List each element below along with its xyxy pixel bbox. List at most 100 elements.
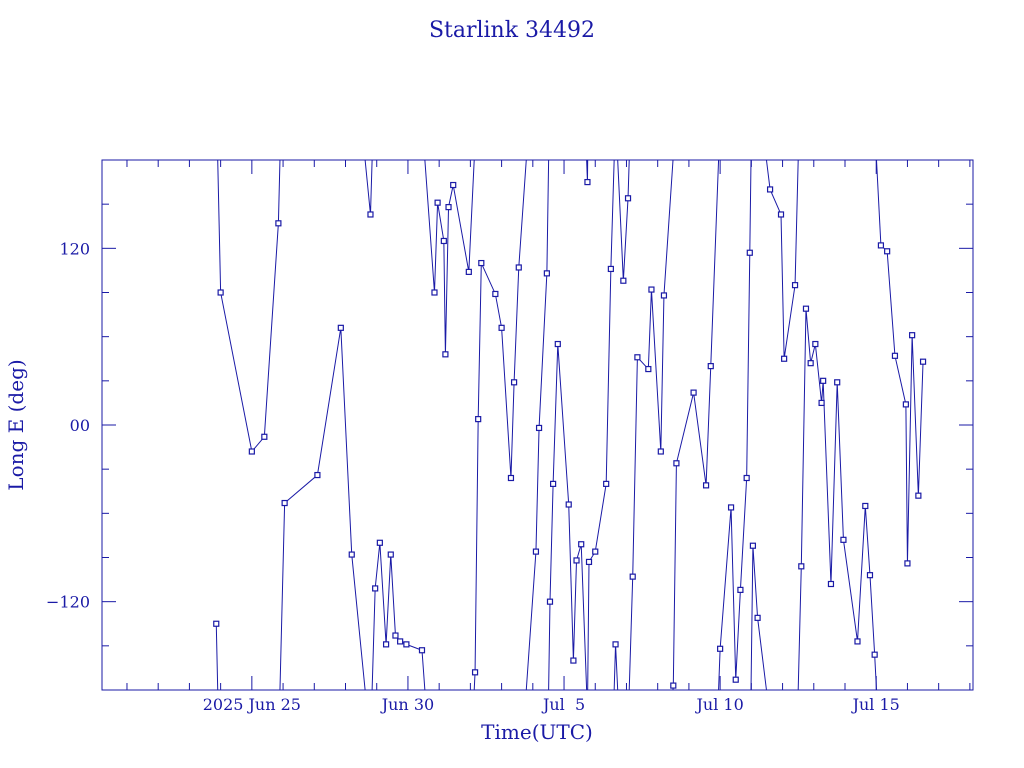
x-tick-label: Jul 15 [851,695,900,714]
data-points [213,178,927,689]
data-point [884,248,891,255]
data-point [909,332,916,339]
data-point [660,292,668,299]
data-point [840,536,847,543]
data-point [919,358,927,365]
data-point [645,365,652,373]
data-point [673,460,680,467]
chart-title: Starlink 34492 [429,18,595,43]
data-point [866,572,874,579]
data-point [275,220,282,227]
data-point [498,324,505,331]
data-point [620,277,627,284]
data-point [213,620,220,627]
data-point [565,501,572,508]
data-point [442,351,449,358]
data-point [578,541,585,548]
data-point [607,265,614,273]
data-point [314,471,321,479]
x-axis-label: Time(UTC) [481,720,593,744]
data-point [348,551,355,558]
data-point [450,181,457,189]
data-point [584,178,591,186]
data-point [248,448,255,455]
y-axis-ticks: 120 00 −120 [46,203,973,647]
data-point [546,598,554,605]
data-point [431,289,438,296]
data-point [603,480,610,487]
data-point [592,548,599,555]
data-point [807,360,814,367]
data-point [670,682,677,689]
data-point [690,389,697,396]
y-tick-label: −120 [46,593,90,612]
data-point [871,651,878,658]
data-point [629,573,636,580]
data-point [445,204,452,211]
data-point [281,499,288,507]
x-tick-label: 2025 Jun 25 [203,695,301,714]
data-point [648,286,655,293]
data-point [570,657,577,664]
data-point [376,539,383,546]
data-point [657,448,664,455]
x-axis-ticks: 2025 Jun 25 Jun 30 Jul 5 Jul 10 Jul 15 [126,160,971,714]
data-point [634,354,641,361]
x-tick-label: Jun 30 [380,695,434,714]
data-point [862,502,869,510]
data-point [403,641,410,648]
data-point [217,289,224,296]
data-point [532,548,540,555]
data-point [515,264,522,271]
data-point [367,211,374,218]
data-point [781,355,788,362]
data-point [440,237,447,245]
data-point [337,324,344,331]
data-point [707,363,714,370]
data-point [387,551,394,558]
data-point [791,282,799,289]
data-point [624,195,632,202]
data-point [727,504,735,511]
data-point [535,424,543,432]
data-point [475,416,482,423]
data-point [904,560,911,567]
series-line [215,159,924,691]
data-point [737,586,744,593]
data-point [465,268,472,275]
data-point [382,641,390,648]
data-point [802,305,810,312]
data-point [820,377,827,384]
data-point [510,379,518,386]
data-point [834,379,841,386]
data-point [915,492,922,499]
data-point [743,474,750,482]
data-point [798,563,805,570]
data-point [766,186,774,193]
data-point [818,399,825,407]
x-tick-label: Jul 5 [541,695,585,714]
data-point [877,242,885,249]
data-point [827,580,835,588]
data-point [261,433,268,440]
data-point [418,647,426,654]
data-point [585,558,593,566]
y-tick-label: 00 [70,416,90,435]
data-point [434,199,441,206]
x-tick-label: Jul 10 [694,695,743,714]
data-point [812,340,819,348]
data-point [702,482,710,489]
data-point [777,211,785,218]
data-point [749,542,757,549]
data-point [717,645,724,652]
data-point [543,270,550,277]
data-point [573,557,580,564]
data-point [854,638,861,645]
data-point [478,259,485,267]
data-point [902,401,909,408]
data-point [554,340,561,348]
data-point [492,290,499,298]
data-point [754,614,761,621]
y-axis-label: Long E (deg) [4,359,28,490]
